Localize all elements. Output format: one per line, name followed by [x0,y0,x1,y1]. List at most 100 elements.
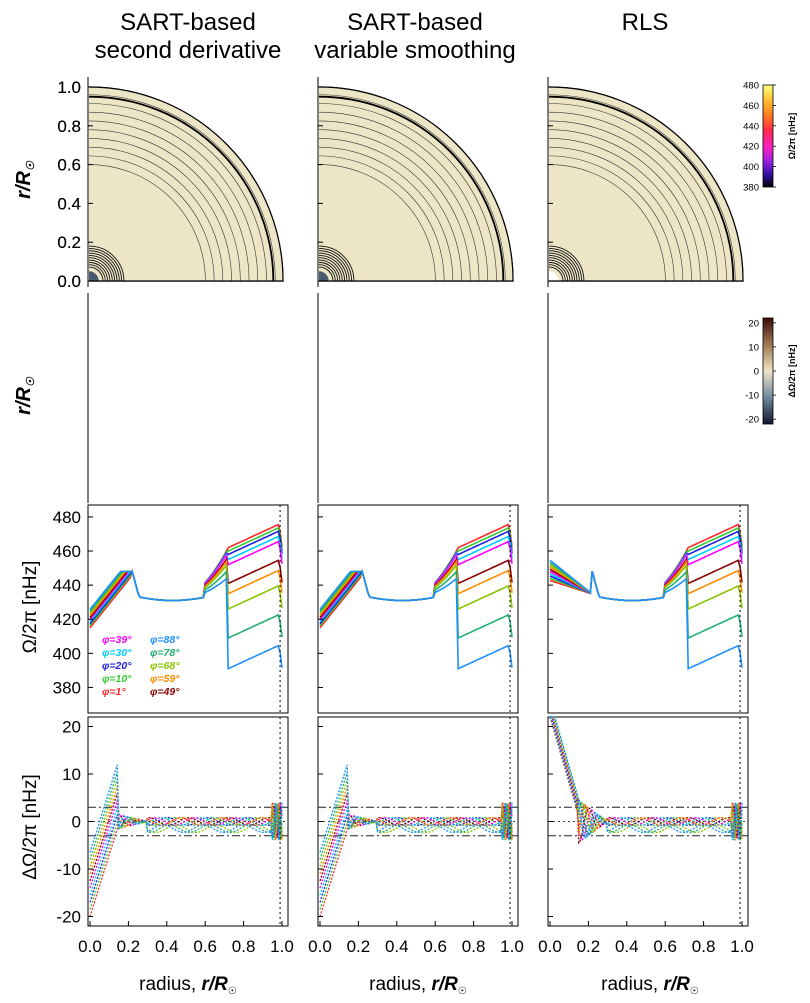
diff-line-φ=88° [319,764,513,853]
difference-contour [549,146,684,281]
omega-panel-c3 [547,504,749,714]
y-tick-label: -10 [56,860,81,879]
difference-contour [319,120,480,281]
x-tick-label: 0.8 [232,937,256,956]
row1-ylabel: r/R☉ [13,160,37,199]
title-col1-line1: SART-based [120,9,256,36]
omega-legend: φ=39°φ=30°φ=20°φ=10°φ=1°φ=88°φ=78°φ=68°φ… [102,634,180,698]
difference-contour [89,103,267,281]
difference-contour [319,155,445,281]
x-tick-label: 1.0 [730,937,754,956]
difference-contour [89,94,276,281]
y-tick-label: 1.0 [57,78,81,97]
x-tick-label: 0.4 [615,937,639,956]
y-tick-label: 0.2 [57,233,81,252]
diff-line-φ=68° [550,716,743,839]
diff-line-φ=59° [550,716,743,841]
difference-ring [319,257,343,281]
series-line-φ=30° [549,535,743,602]
difference-contour [549,111,719,281]
x-tick-label: 1.0 [500,937,524,956]
y-tick-label: 0.4 [57,194,81,213]
column-titles: SART-based second derivative SART-based … [95,9,669,64]
difference-contour [319,94,506,281]
colorbar-difference-bar [762,317,774,425]
legend-entry: φ=68° [150,660,180,672]
row-labels: r/R☉ r/R☉ Ω/2π [nHz] ΔΩ/2π [nHz] [13,160,41,880]
x-tick-label: 0.8 [462,937,486,956]
title-col2-line2: variable smoothing [314,37,515,64]
core-spot [319,271,329,281]
difference-contour [549,138,692,281]
diff-line-φ=20° [89,806,283,903]
x-tick-label: 1.0 [270,937,294,956]
colorbar-tick-label: 480 [743,81,759,92]
diff-line-φ=59° [319,786,513,874]
disc-outline [318,86,514,282]
difference-contour [89,155,215,281]
difference-contour [319,103,497,281]
legend-entry: φ=39° [102,634,132,646]
x-tick-label: 0.0 [538,937,562,956]
y-tick-label: 440 [53,576,81,595]
y-tick-label: 0.0 [57,272,81,291]
diff-line-φ=30° [89,802,283,896]
legend-entry: φ=78° [150,647,180,659]
difference-contour [89,120,250,281]
xlabel-col3: radius, r/R☉ [601,974,699,997]
colorbar-tick-label: -10 [745,391,759,402]
x-tick-label: 0.0 [308,937,332,956]
difference-ring [319,259,341,281]
y-tick-label: 0.0 [57,272,81,291]
diff-line-φ=88° [89,764,283,853]
x-tick-label: 0.4 [385,937,409,956]
colorbar-tick-label: 10 [748,342,759,353]
colorbar-difference: 20 10 0 -10 -20 ΔΩ/2π [nHz] [745,317,797,426]
difference-ring [319,245,355,281]
colorbar-rotation-bar [762,84,774,188]
omega-panel-frame [87,504,289,714]
y-tick-label: 380 [53,678,81,697]
difference-contour [549,103,727,281]
series-line-φ=88° [319,570,513,670]
y-tick-label: 0.6 [57,156,81,175]
diff-line-φ=78° [550,716,743,841]
y-tick-label: 0.8 [57,117,81,136]
difference-contour [89,138,232,281]
x-tick-label: 0.0 [78,937,102,956]
panels: 0.0 0.2 0.4 0.6 0.8 1.0 0.0 0.2 0.4 0.6 0.8 1.0 380 4… [53,77,754,956]
difference-ring [319,264,336,281]
omega-panel-frame [317,504,519,714]
colorbar-tick-label: 460 [743,101,759,112]
omega-panel-c2 [317,504,519,714]
y-tick-label: 10 [62,765,81,784]
difference-contour [549,129,701,281]
difference-ring [89,264,106,281]
x-tick-label: 0.2 [577,937,601,956]
x-tick-label: 0.4 [155,937,179,956]
difference-contour [549,95,735,281]
difference-contour [319,146,454,281]
x-tick-label: 0.2 [347,937,371,956]
difference-ring [549,245,585,281]
x-tick-label: 0.6 [193,937,217,956]
xlabel-col1: radius, r/R☉ [139,974,237,997]
y-tick-label: 0.4 [57,194,81,213]
difference-contour [549,164,666,281]
difference-contour [89,129,241,281]
colorbar-tick-label: 400 [743,162,759,173]
difference-ring [89,257,113,281]
y-tick-label: 0.6 [57,156,81,175]
colorbar-tick-label: -20 [745,415,759,426]
diff-line-φ=20° [319,806,513,903]
difference-ring [549,247,583,281]
y-tick-label: 20 [62,718,81,737]
diff-panel-c3: 0.0 0.2 0.4 0.6 0.8 1.0 [538,716,754,956]
series-line-φ=49° [549,557,743,602]
difference-contour [319,111,489,281]
difference-background [89,87,283,281]
diff-line-φ=20° [549,716,743,839]
x-tick-label: 0.6 [653,937,677,956]
difference-contour [89,146,224,281]
y-tick-label: 0.8 [57,117,81,136]
